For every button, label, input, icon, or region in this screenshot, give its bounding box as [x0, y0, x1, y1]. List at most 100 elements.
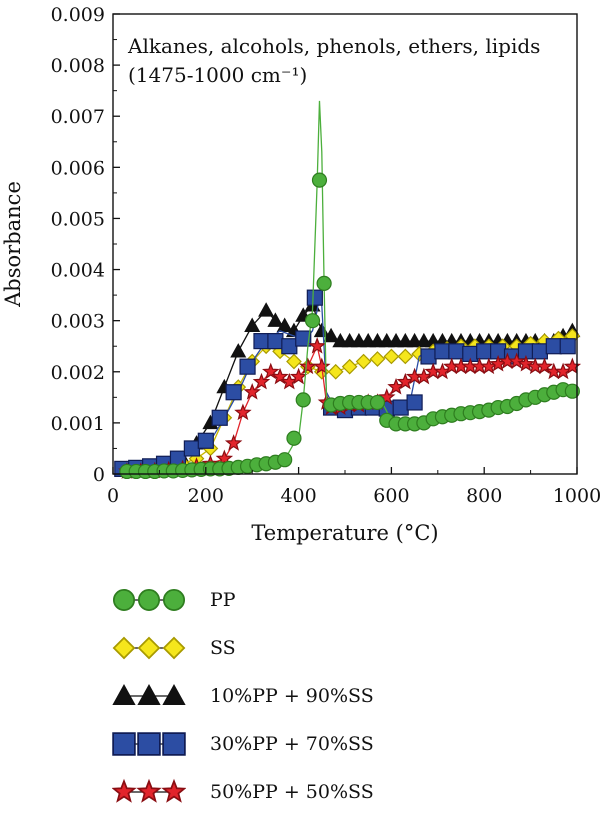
- legend-label-pp: PP: [210, 589, 236, 611]
- data-point-30pp-70ss: [239, 358, 256, 375]
- legend-marker-shape-pp: [112, 588, 136, 612]
- legend-marker-30pp-70ss: [162, 732, 186, 756]
- data-point-10pp-90ss: [267, 312, 284, 327]
- pp-marker-icon: [112, 588, 186, 612]
- legend-marker-10pp-90ss: [137, 684, 161, 705]
- legend-label-30pp: 30%PP + 70%SS: [210, 733, 374, 755]
- data-point-50pp-50ss: [262, 362, 280, 380]
- data-point-ss: [286, 353, 302, 370]
- data-point-50pp-50ss: [289, 367, 308, 385]
- legend-marker-shape-10pp-90ss: [162, 684, 186, 705]
- data-point-10pp-90ss: [244, 317, 261, 332]
- data-point-50pp-50ss: [308, 337, 326, 354]
- absorbance-chart: 0 200 400 600 800 1000 0 0.001 0.002 0.003 0.004 0.…: [1, 4, 600, 545]
- y-tick-label: 0: [93, 464, 105, 486]
- x-tick-label: 800: [466, 485, 502, 507]
- data-point-30pp-70ss: [531, 343, 548, 360]
- data-point-30pp-70ss: [448, 343, 465, 360]
- y-tick-label: 0.003: [51, 311, 105, 333]
- legend-marker-shape-ss: [112, 636, 136, 660]
- legend-label-10pp: 10%PP + 90%SS: [210, 685, 374, 707]
- data-point-10pp-90ss: [276, 317, 293, 332]
- legend-marker-pp: [162, 588, 186, 612]
- data-point-ss: [383, 348, 400, 365]
- legend-marker-30pp-70ss: [112, 732, 136, 756]
- data-point-50pp-50ss: [378, 388, 396, 405]
- data-point-50pp-50ss: [234, 403, 252, 421]
- legend-marker-shape-50pp-50ss: [112, 778, 137, 803]
- data-point-ss: [341, 358, 358, 375]
- legend-item-ss: SS: [112, 624, 532, 672]
- legend: PP SS 10%PP + 90%SS 30%PP + 70%SS 50%PP …: [112, 576, 532, 816]
- legend-marker-10pp-90ss: [162, 684, 186, 705]
- y-tick-label: 0.007: [51, 106, 105, 128]
- y-tick-label: 0.005: [51, 208, 105, 230]
- data-point-pp: [369, 394, 386, 411]
- data-point-50pp-50ss: [313, 357, 331, 375]
- series-30pp-70ss: [114, 289, 576, 477]
- legend-marker-shape-ss: [137, 636, 161, 660]
- data-point-50pp-50ss: [252, 372, 271, 390]
- legend-marker-ss: [162, 636, 186, 660]
- legend-marker-shape-50pp-50ss: [161, 778, 186, 803]
- x-tick-label: 200: [188, 485, 224, 507]
- legend-marker-shape-30pp-70ss: [112, 732, 136, 756]
- data-point-ss: [397, 348, 414, 365]
- y-tick-label: 0.006: [51, 157, 105, 179]
- legend-marker-30pp-70ss: [137, 732, 161, 756]
- x-tick-label: 1000: [553, 485, 600, 507]
- data-point-30pp-70ss: [225, 384, 242, 401]
- legend-label-ss: SS: [210, 637, 236, 659]
- data-point-50pp-50ss: [299, 357, 317, 375]
- data-point-pp: [304, 313, 321, 329]
- legend-marker-shape-pp: [162, 588, 186, 612]
- legend-marker-pp: [137, 588, 161, 612]
- data-point-30pp-70ss: [253, 333, 270, 350]
- data-point-30pp-70ss: [281, 338, 298, 355]
- data-point-50pp-50ss: [563, 357, 582, 375]
- x-tick-label: 600: [373, 485, 409, 507]
- data-point-pp: [286, 430, 302, 446]
- legend-marker-10pp-90ss: [112, 684, 136, 705]
- legend-marker-shape-10pp-90ss: [137, 684, 161, 705]
- data-point-30pp-70ss: [211, 409, 228, 426]
- data-point-30pp-70ss: [183, 440, 200, 457]
- y-tick-label: 0.002: [51, 362, 105, 384]
- data-point-30pp-70ss: [476, 343, 493, 360]
- y-tick-label: 0.009: [51, 4, 105, 26]
- y-tick-label: 0.008: [51, 55, 105, 77]
- 30pp-marker-icon: [112, 732, 186, 756]
- data-point-30pp-70ss: [406, 394, 423, 411]
- data-point-30pp-70ss: [559, 338, 576, 355]
- legend-marker-shape-30pp-70ss: [162, 732, 186, 756]
- y-axis-label: Absorbance: [1, 181, 25, 308]
- axis-layer: 0 200 400 600 800 1000 0 0.001 0.002 0.003 0.004 0.…: [51, 4, 600, 507]
- data-point-10pp-90ss: [258, 302, 275, 317]
- legend-item-30pp: 30%PP + 70%SS: [112, 720, 532, 768]
- data-point-30pp-70ss: [545, 338, 562, 355]
- x-axis-label: Temperature (°C): [251, 521, 438, 545]
- x-tick-label: 400: [280, 485, 316, 507]
- legend-marker-pp: [112, 588, 136, 612]
- data-point-30pp-70ss: [267, 333, 284, 350]
- plot-layer: [114, 100, 582, 480]
- data-point-ss: [355, 353, 372, 370]
- data-point-50pp-50ss: [271, 367, 289, 385]
- data-point-50pp-50ss: [517, 354, 535, 372]
- data-point-30pp-70ss: [197, 432, 214, 449]
- data-point-50pp-50ss: [535, 357, 554, 375]
- y-tick-label: 0.004: [51, 260, 105, 282]
- data-point-pp: [311, 172, 328, 188]
- legend-marker-shape-ss: [162, 636, 186, 660]
- legend-marker-ss: [137, 636, 161, 660]
- series-pp: [119, 100, 580, 480]
- legend-item-50pp: 50%PP + 50%SS: [112, 768, 532, 816]
- data-point-pp: [564, 383, 580, 399]
- data-point-30pp-70ss: [295, 330, 312, 347]
- data-point-ss: [369, 351, 386, 367]
- data-point-30pp-70ss: [420, 348, 437, 365]
- 10pp-marker-icon: [112, 684, 186, 705]
- legend-marker-50pp-50ss: [112, 778, 137, 803]
- data-point-pp: [295, 392, 311, 408]
- legend-label-50pp: 50%PP + 50%SS: [210, 781, 374, 803]
